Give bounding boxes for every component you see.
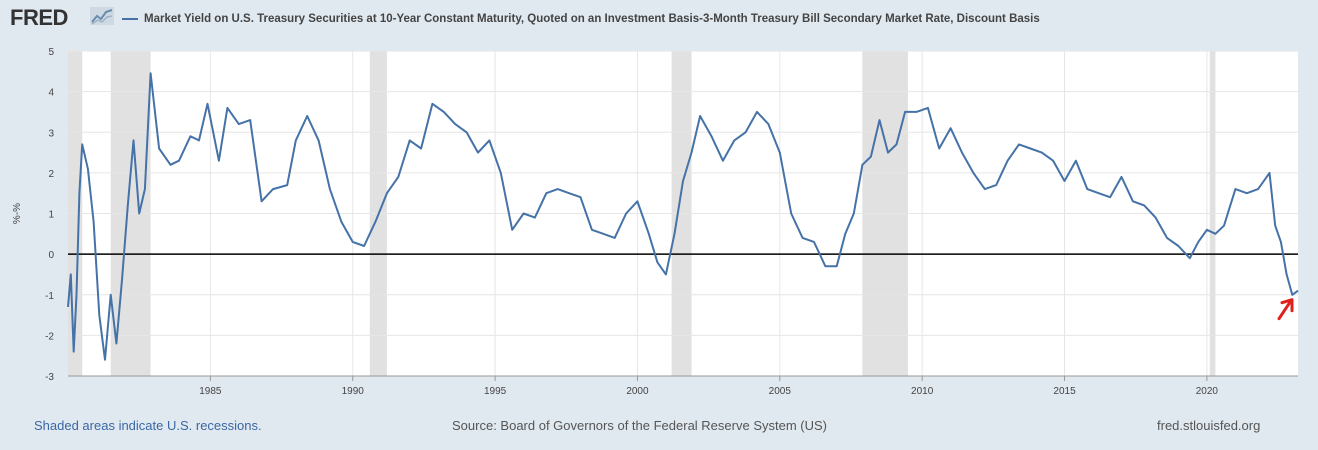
y-axis-label: %-% [12,203,23,224]
y-tick-label: 0 [48,250,54,261]
y-tick-label: 5 [48,47,54,58]
fred-url[interactable]: fred.stlouisfed.org [1157,418,1261,433]
x-tick-label: 2015 [1053,386,1076,397]
red-arrow-icon [1277,298,1294,321]
series-group [67,72,1299,361]
chart-icon [90,7,114,25]
axes-group: 5 4 3 2 1 0 -1 -2 -3 1985 1990 1995 2000 2005 2010 2015… [12,47,1298,397]
chart-header: FRED Market Yield on U.S. Treasury Secur… [0,0,1318,40]
x-tick-label: 2000 [626,386,649,397]
y-tick-label: -3 [45,372,54,383]
chart-title: Market Yield on U.S. Treasury Securities… [144,13,1040,25]
y-tick-label: 1 [48,210,54,221]
annotation-group [1277,298,1294,321]
x-tick-label: 2005 [769,386,792,397]
x-tick-label: 1995 [484,386,507,397]
x-tick-label: 2010 [911,386,934,397]
y-tick-label: 2 [48,169,54,180]
chart-plot: 5 4 3 2 1 0 -1 -2 -3 1985 1990 1995 2000 2005 2010 2015… [12,47,1299,397]
y-tick-label: -1 [45,291,54,302]
x-tick-label: 2020 [1196,386,1219,397]
legend-swatch [122,17,138,20]
recession-note-link[interactable]: Shaded areas indicate U.S. recessions. [34,418,262,433]
y-tick-label: -2 [45,331,54,342]
chart-legend: Market Yield on U.S. Treasury Securities… [122,13,1040,25]
x-tick-label: 1990 [342,386,365,397]
x-tick-label: 1985 [199,386,222,397]
source-text: Source: Board of Governors of the Federa… [452,418,827,433]
y-tick-label: 4 [48,88,54,99]
fred-logo[interactable]: FRED [10,5,68,30]
y-tick-label: 3 [48,128,54,139]
series-line [67,72,1299,361]
